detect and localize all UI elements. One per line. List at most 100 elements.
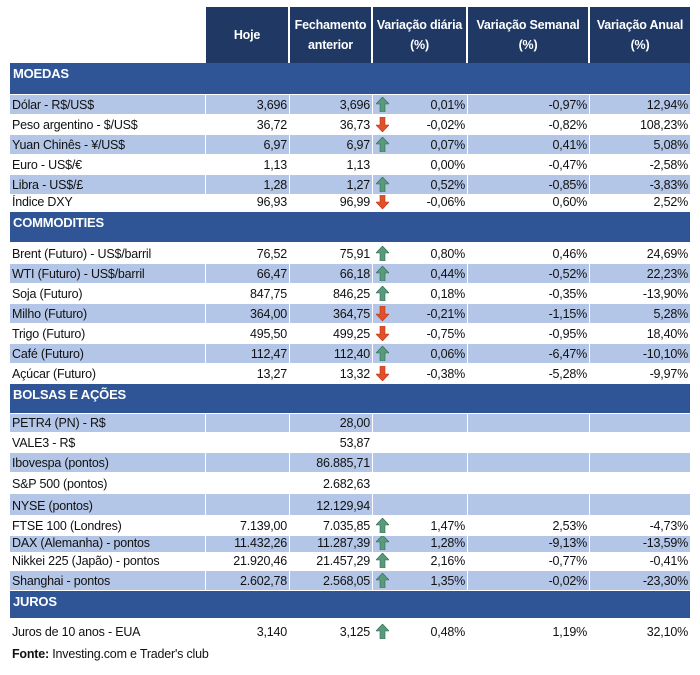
row-label: Milho (Futuro) [12,307,87,321]
header-variacao-diaria: Variação diária (%) [373,7,468,63]
source-text: Investing.com e Trader's club [48,647,209,661]
variacao-semanal-value-cell [468,453,590,472]
variacao-diaria-value-cell: 0,44% [373,264,468,283]
variacao-diaria-value-cell: 0,01% [373,95,468,114]
anterior-value-cell: 21.457,29 [290,553,373,570]
variacao-semanal-value: -0,35% [548,287,588,301]
row-label-cell: S&P 500 (pontos) [10,473,206,493]
hoje-value-cell: 1,13 [206,155,290,174]
variacao-diaria-value-cell: 0,07% [373,135,468,154]
table-row: Yuan Chinês - ¥/US$ 6,97 6,97 0,07% 0,41% 5,0… [10,135,690,155]
anterior-value: 3,696 [339,98,370,112]
variacao-anual-value-cell: -10,10% [590,344,690,363]
variacao-diaria-value: -0,06% [426,195,466,209]
anterior-value: 28,00 [339,416,370,430]
variacao-diaria-value: 1,47% [430,519,466,533]
variacao-anual-value: -23,30% [642,574,688,588]
arrow-down-icon [376,326,389,341]
table-row: Libra - US$/£ 1,28 1,27 0,52% -0,85% -3,83% [10,175,690,195]
table-row: Euro - US$/€ 1,13 1,13 0,00% -0,47% -2,58% [10,155,690,175]
variacao-semanal-value: 0,46% [552,247,588,261]
variacao-anual-value: -13,59% [642,536,688,550]
row-label-cell: NYSE (pontos) [10,494,206,515]
anterior-value: 112,40 [333,347,370,361]
variacao-semanal-value: -0,52% [548,267,588,281]
table-row: Soja (Futuro) 847,75 846,25 0,18% -0,35% -13,… [10,284,690,304]
variacao-semanal-value-cell [468,433,590,452]
section-header: MOEDAS [10,63,690,95]
variacao-diaria-value: 0,07% [430,138,466,152]
table-row: Açúcar (Futuro) 13,27 13,32 -0,38% -5,28% -9,… [10,364,690,384]
row-label-cell: Nikkei 225 (Japão) - pontos [10,553,206,570]
variacao-semanal-value-cell: -9,13% [468,536,590,552]
hoje-value-cell: 6,97 [206,135,290,154]
anterior-value-cell: 364,75 [290,304,373,323]
variacao-anual-value: 12,94% [646,98,688,112]
hoje-value-cell: 96,93 [206,195,290,211]
row-label-cell: DAX (Alemanha) - pontos [10,536,206,552]
hoje-value-cell: 76,52 [206,243,290,263]
anterior-value: 2.682,63 [322,477,370,491]
hoje-value: 76,52 [256,247,287,261]
row-label: Trigo (Futuro) [12,327,86,341]
variacao-diaria-value-cell: 1,47% [373,516,468,535]
anterior-value-cell: 1,27 [290,175,373,194]
variacao-anual-value: 22,23% [646,267,688,281]
variacao-semanal-value-cell: -0,47% [468,155,590,174]
market-table: Hoje Fechamento anterior Variação diária… [10,7,690,642]
variacao-diaria-value: 0,01% [430,98,466,112]
variacao-semanal-value: -5,28% [548,367,588,381]
anterior-value: 846,25 [332,287,370,301]
source-label: Fonte: [12,647,49,661]
anterior-value-cell: 2.682,63 [290,473,373,493]
variacao-anual-value: -4,73% [649,519,689,533]
row-label: Índice DXY [12,195,73,209]
variacao-semanal-value-cell: -0,82% [468,115,590,134]
section-header: JUROS [10,591,690,619]
section-header: COMMODITIES [10,212,690,243]
anterior-value: 66,18 [339,267,370,281]
table-row: WTI (Futuro) - US$/barril 66,47 66,18 0,44%… [10,264,690,284]
arrow-up-icon [376,266,389,281]
variacao-anual-value-cell: -2,58% [590,155,690,174]
variacao-semanal-value-cell: -0,52% [468,264,590,283]
anterior-value: 3,125 [339,625,370,639]
hoje-value: 36,72 [256,118,287,132]
hoje-value-cell: 112,47 [206,344,290,363]
row-label: Soja (Futuro) [12,287,83,301]
anterior-value-cell: 12.129,94 [290,494,373,515]
hoje-value-cell: 3,696 [206,95,290,114]
anterior-value-cell: 7.035,85 [290,516,373,535]
hoje-value: 1,13 [263,158,287,172]
arrow-up-icon [376,573,389,588]
row-label: Açúcar (Futuro) [12,367,96,381]
row-label: DAX (Alemanha) - pontos [12,536,150,550]
table-row: Café (Futuro) 112,47 112,40 0,06% -6,47% -10,… [10,344,690,364]
variacao-anual-value-cell: 108,23% [590,115,690,134]
variacao-diaria-value-cell: 0,06% [373,344,468,363]
variacao-anual-value-cell: 24,69% [590,243,690,263]
variacao-semanal-value: -0,97% [548,98,588,112]
table-row: Nikkei 225 (Japão) - pontos 21.920,46 21.4… [10,553,690,571]
table-row: Brent (Futuro) - US$/barril 76,52 75,91 0,8… [10,243,690,264]
hoje-value-cell [206,414,290,432]
hoje-value: 2.602,78 [239,574,287,588]
variacao-diaria-value-cell: 0,52% [373,175,468,194]
variacao-anual-value-cell: -9,97% [590,364,690,383]
hoje-value-cell: 13,27 [206,364,290,383]
hoje-value: 21.920,46 [233,554,287,568]
anterior-value: 2.568,05 [322,574,370,588]
header-fechamento-anterior: Fechamento anterior [290,7,373,63]
variacao-anual-value: -0,41% [649,554,689,568]
arrow-up-icon [376,553,389,568]
variacao-diaria-value: -0,21% [426,307,466,321]
variacao-semanal-value-cell: -5,28% [468,364,590,383]
variacao-semanal-value: 0,60% [552,195,588,209]
anterior-value: 53,87 [339,436,370,450]
variacao-semanal-value: -0,02% [548,574,588,588]
hoje-value-cell: 2.602,78 [206,571,290,590]
anterior-value: 13,32 [339,367,370,381]
row-label: Libra - US$/£ [12,178,84,192]
variacao-anual-value-cell: -0,41% [590,553,690,570]
variacao-diaria-value: 0,06% [430,347,466,361]
